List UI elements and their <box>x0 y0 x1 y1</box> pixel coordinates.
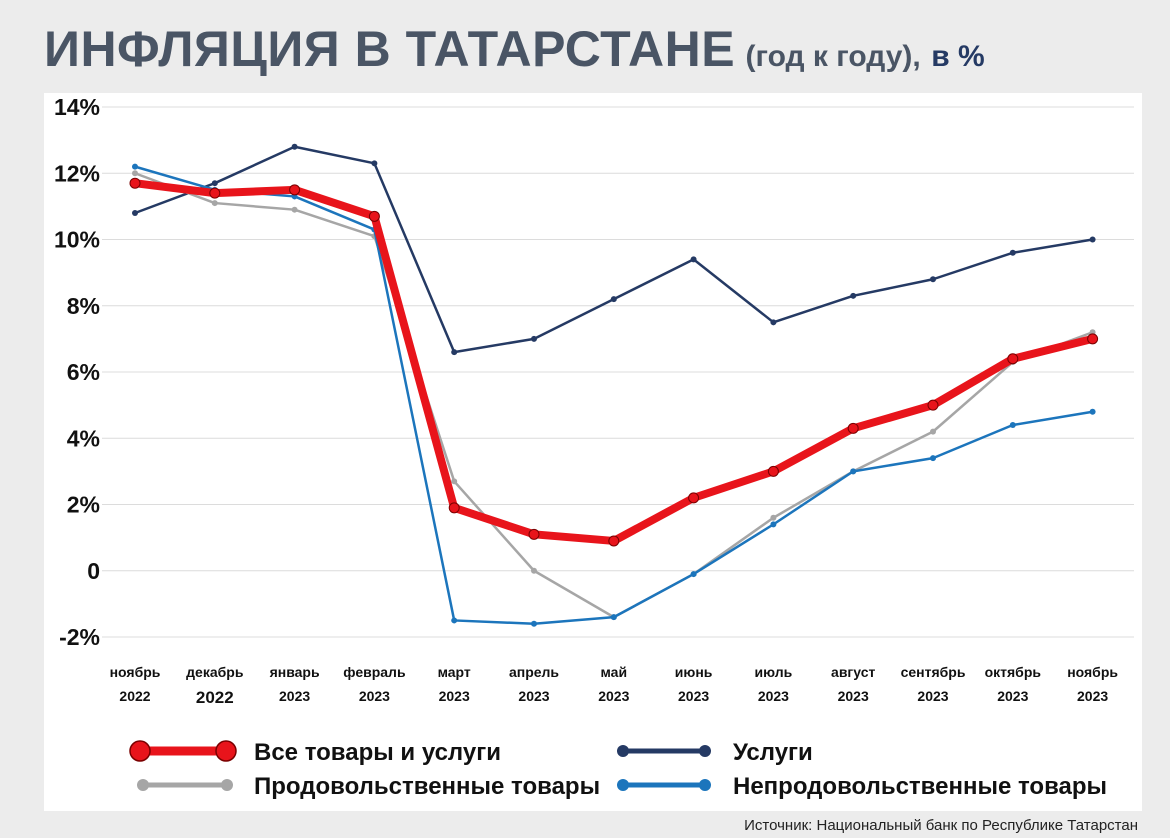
legend-swatch-marker <box>699 779 711 791</box>
title-suffix: в % <box>931 40 985 73</box>
y-tick-label: -2% <box>59 624 100 650</box>
x-tick-label-year: 2023 <box>359 688 390 704</box>
data-point <box>289 184 301 196</box>
y-tick-label: 10% <box>54 227 100 253</box>
x-tick-label-month: декабрь <box>186 664 244 680</box>
x-tick-label-month: январь <box>270 664 320 680</box>
title-paren: (год к году), <box>745 40 921 73</box>
x-tick-label-year: 2023 <box>598 688 629 704</box>
data-point <box>610 296 617 303</box>
x-tick-label-year: 2023 <box>1077 688 1108 704</box>
data-point <box>528 528 540 540</box>
data-point <box>209 187 221 199</box>
data-point <box>1089 408 1096 415</box>
data-point <box>770 521 777 528</box>
data-point <box>1007 353 1019 365</box>
data-point <box>690 571 697 578</box>
x-tick-label-year: 2023 <box>279 688 310 704</box>
data-point <box>770 319 777 326</box>
x-tick-label-year: 2023 <box>518 688 549 704</box>
source-note: Источник: Национальный банк по Республик… <box>744 817 1138 834</box>
data-point <box>930 428 936 435</box>
data-point <box>688 492 700 504</box>
data-point <box>927 399 939 411</box>
x-tick-label-month: май <box>601 664 628 680</box>
x-tick-label-month: февраль <box>343 664 406 680</box>
data-point <box>451 617 458 624</box>
y-tick-label: 2% <box>67 492 100 518</box>
data-point <box>531 567 537 574</box>
data-point <box>132 163 138 170</box>
data-point <box>132 210 138 216</box>
legend-label: Услуги <box>733 739 813 766</box>
legend-swatch-marker <box>699 745 711 757</box>
y-tick-label: 4% <box>67 425 100 451</box>
series-line <box>131 179 1097 545</box>
chart-panel: -2% 0 2% 4% 6% 8% 10% 12% 14% ноябрь 2022 декабрь 20… <box>44 93 1142 811</box>
x-tick-label-month: июль <box>755 664 793 680</box>
data-point <box>930 276 936 283</box>
data-point <box>1009 249 1016 256</box>
legend-label: Продовольственные товары <box>254 773 600 800</box>
x-tick-label-year: 2023 <box>678 688 709 704</box>
y-tick-label: 8% <box>67 293 100 319</box>
x-tick-label-month: март <box>438 664 471 680</box>
legend-swatch-marker <box>129 740 151 762</box>
x-tick-label-month: апрель <box>509 664 559 680</box>
y-tick-label: 14% <box>54 94 100 120</box>
legend-swatch-marker <box>221 779 233 791</box>
x-tick-label-year: 2022 <box>119 688 150 704</box>
data-point <box>531 335 537 342</box>
data-point <box>767 465 779 477</box>
legend-swatch-marker <box>617 779 629 791</box>
x-tick-label-month: ноябрь <box>110 664 161 680</box>
x-tick-label-month: октябрь <box>985 664 1042 680</box>
legend-swatch-marker <box>617 745 629 757</box>
x-tick-label-year: 2023 <box>838 688 869 704</box>
data-point <box>1009 422 1016 428</box>
data-point <box>847 422 859 434</box>
x-tick-label-year: 2023 <box>917 688 948 704</box>
data-point <box>770 514 777 521</box>
legend-swatch-marker <box>215 740 237 762</box>
line-chart: -2% 0 2% 4% 6% 8% 10% 12% 14% ноябрь 2022 декабрь 20… <box>54 94 1134 800</box>
data-point <box>211 180 218 187</box>
x-tick-label-year: 2023 <box>758 688 789 704</box>
x-tick-label-month: август <box>831 664 875 680</box>
data-point <box>850 468 857 475</box>
data-point <box>608 535 620 547</box>
legend-label: Непродовольственные товары <box>733 773 1107 800</box>
data-point <box>690 256 697 263</box>
legend-label: Все товары и услуги <box>254 739 501 766</box>
data-point <box>930 455 936 462</box>
y-tick-label: 0 <box>87 558 100 584</box>
data-point <box>368 210 380 222</box>
data-point <box>451 478 458 485</box>
data-point <box>129 177 141 189</box>
x-tick-label-year: 2022 <box>196 688 234 707</box>
x-tick-label-year: 2023 <box>997 688 1028 704</box>
data-point <box>291 206 298 213</box>
data-point <box>291 143 298 150</box>
data-point <box>531 620 537 627</box>
data-point <box>371 160 378 167</box>
series-line <box>133 145 1094 354</box>
data-point <box>451 349 458 356</box>
x-tick-label-month: ноябрь <box>1067 664 1118 680</box>
data-point <box>211 200 218 207</box>
legend-swatch-marker <box>137 779 149 791</box>
data-point <box>448 502 460 514</box>
data-point <box>1087 333 1099 345</box>
data-point <box>610 614 617 621</box>
x-tick-label-year: 2023 <box>439 688 470 704</box>
title-main: ИНФЛЯЦИЯ В ТАТАРСТАНЕ <box>44 21 736 77</box>
y-tick-label: 6% <box>67 359 100 385</box>
data-point <box>850 292 857 299</box>
y-tick-label: 12% <box>54 160 100 186</box>
data-point <box>1089 236 1096 243</box>
chart-title: ИНФЛЯЦИЯ В ТАТАРСТАНЕ (год к году), в % <box>44 20 985 78</box>
x-tick-label-month: сентябрь <box>901 664 966 680</box>
data-point <box>132 170 138 177</box>
x-tick-label-month: июнь <box>675 664 713 680</box>
